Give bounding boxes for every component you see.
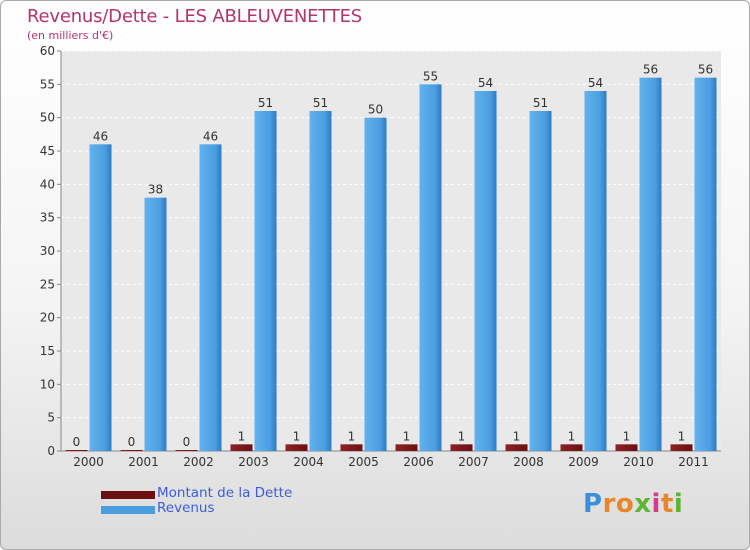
y-tick-label: 45	[40, 144, 55, 158]
logo-letter: r	[602, 489, 616, 519]
bar-revenus	[309, 111, 332, 451]
data-label-dette: 1	[623, 429, 631, 443]
data-label-dette: 1	[238, 429, 246, 443]
chart-subtitle: (en milliers d'€)	[27, 29, 114, 42]
logo-letter: t	[660, 489, 674, 519]
data-label-dette: 0	[183, 435, 191, 449]
bar-revenus	[584, 91, 607, 451]
bar-dette	[450, 444, 473, 451]
legend-label-dette: Montant de la Dette	[157, 485, 293, 501]
data-label-revenus: 51	[533, 96, 548, 110]
logo-letter: i	[651, 489, 661, 519]
x-tick-label: 2009	[568, 455, 599, 469]
bar-revenus	[694, 77, 717, 452]
data-label-revenus: 55	[423, 69, 438, 83]
x-tick-label: 2008	[513, 455, 544, 469]
bar-revenus	[144, 197, 167, 451]
data-label-dette: 1	[403, 429, 411, 443]
y-tick-label: 0	[47, 444, 55, 458]
data-label-dette: 1	[568, 429, 576, 443]
data-label-dette: 1	[348, 429, 356, 443]
y-tick-label: 50	[40, 111, 55, 125]
x-tick-label: 2000	[73, 455, 104, 469]
data-label-revenus: 46	[93, 129, 108, 143]
bar-revenus	[419, 84, 442, 451]
logo-letter: o	[615, 489, 635, 519]
bar-revenus	[89, 144, 112, 452]
data-label-revenus: 51	[313, 96, 328, 110]
data-label-revenus: 38	[148, 183, 163, 197]
data-label-revenus: 56	[643, 63, 658, 77]
x-tick-label: 2001	[128, 455, 159, 469]
data-label-revenus: 56	[698, 63, 713, 77]
bar-dette	[285, 444, 308, 451]
y-tick-label: 60	[40, 44, 55, 58]
data-label-dette: 1	[293, 429, 301, 443]
bar-dette	[505, 444, 528, 451]
legend-swatch-dette	[101, 491, 155, 499]
logo-letter: x	[634, 489, 652, 519]
data-label-revenus: 54	[588, 76, 603, 90]
bar-dette	[120, 450, 143, 451]
bar-dette	[395, 444, 418, 451]
bar-revenus	[254, 111, 277, 451]
logo-letter: i	[673, 489, 684, 519]
bar-dette	[230, 444, 253, 451]
bar-revenus	[529, 111, 552, 451]
bar-dette	[560, 444, 583, 451]
y-tick-label: 20	[40, 311, 55, 325]
data-label-dette: 1	[458, 429, 466, 443]
data-label-dette: 1	[678, 429, 686, 443]
data-label-revenus: 51	[258, 96, 273, 110]
y-tick-label: 55	[40, 77, 55, 91]
bar-dette	[615, 444, 638, 451]
bar-dette	[65, 450, 88, 451]
bar-revenus	[474, 91, 497, 451]
x-tick-label: 2002	[183, 455, 214, 469]
y-tick-label: 15	[40, 344, 55, 358]
data-label-revenus: 54	[478, 76, 493, 90]
y-tick-label: 35	[40, 211, 55, 225]
x-tick-label: 2003	[238, 455, 269, 469]
y-tick-label: 30	[40, 244, 55, 258]
data-label-revenus: 46	[203, 129, 218, 143]
legend-label-revenus: Revenus	[157, 500, 215, 516]
y-tick-label: 40	[40, 177, 55, 191]
x-tick-label: 2010	[623, 455, 654, 469]
y-tick-label: 5	[47, 411, 55, 425]
chart-title: Revenus/Dette - LES ABLEUVENETTES	[27, 6, 363, 27]
bar-dette	[670, 444, 693, 451]
data-label-dette: 0	[128, 435, 136, 449]
bar-revenus	[639, 77, 662, 452]
x-tick-label: 2006	[403, 455, 434, 469]
x-tick-label: 2007	[458, 455, 489, 469]
bar-revenus	[199, 144, 222, 452]
x-tick-label: 2005	[348, 455, 379, 469]
logo-letter: P	[583, 489, 603, 519]
legend-swatch-revenus	[101, 506, 155, 514]
proxiti-logo: Proxiti	[583, 489, 683, 519]
bar-revenus	[364, 117, 387, 452]
x-tick-label: 2004	[293, 455, 324, 469]
bar-dette	[175, 450, 198, 451]
x-tick-label: 2011	[678, 455, 709, 469]
y-tick-label: 25	[40, 277, 55, 291]
bar-dette	[340, 444, 363, 451]
data-label-revenus: 50	[368, 103, 383, 117]
data-label-dette: 0	[73, 435, 81, 449]
data-label-dette: 1	[513, 429, 521, 443]
y-tick-label: 10	[40, 377, 55, 391]
